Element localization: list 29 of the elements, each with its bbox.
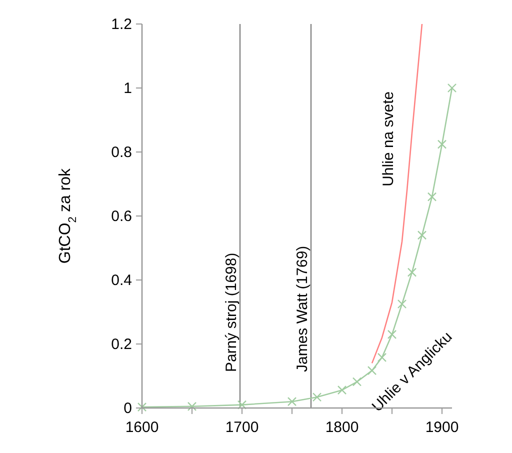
x-tick-label: 1800 (325, 419, 359, 436)
point (337, 385, 347, 395)
x-tick-label: 1600 (125, 419, 159, 436)
y-tick-label: 1 (124, 80, 132, 97)
point (352, 377, 362, 386)
y-tick-label: 0.4 (111, 272, 132, 289)
y-tick-label: 0.8 (111, 144, 132, 161)
y-tick-label: 0.2 (111, 336, 132, 353)
point (287, 397, 297, 406)
y-tick-label: 1.2 (111, 16, 132, 33)
point (367, 366, 377, 376)
point (237, 400, 247, 410)
point (377, 352, 387, 362)
ref-line-label: James Watt (1769) (294, 246, 311, 372)
ref-line-label: Parný stroj (1698) (223, 252, 240, 372)
y-tick-label: 0 (124, 400, 132, 417)
text: Uhlie na svete (380, 91, 397, 186)
point (437, 140, 447, 149)
point (447, 83, 457, 93)
point (312, 392, 322, 402)
point (407, 268, 417, 277)
x-tick-label: 1900 (425, 419, 459, 436)
x-tick-label: 1700 (225, 419, 259, 436)
point (387, 330, 397, 339)
point (187, 402, 197, 411)
point (417, 230, 427, 240)
point (397, 299, 407, 309)
point (427, 192, 437, 202)
y-tick-label: 0.6 (111, 208, 132, 225)
